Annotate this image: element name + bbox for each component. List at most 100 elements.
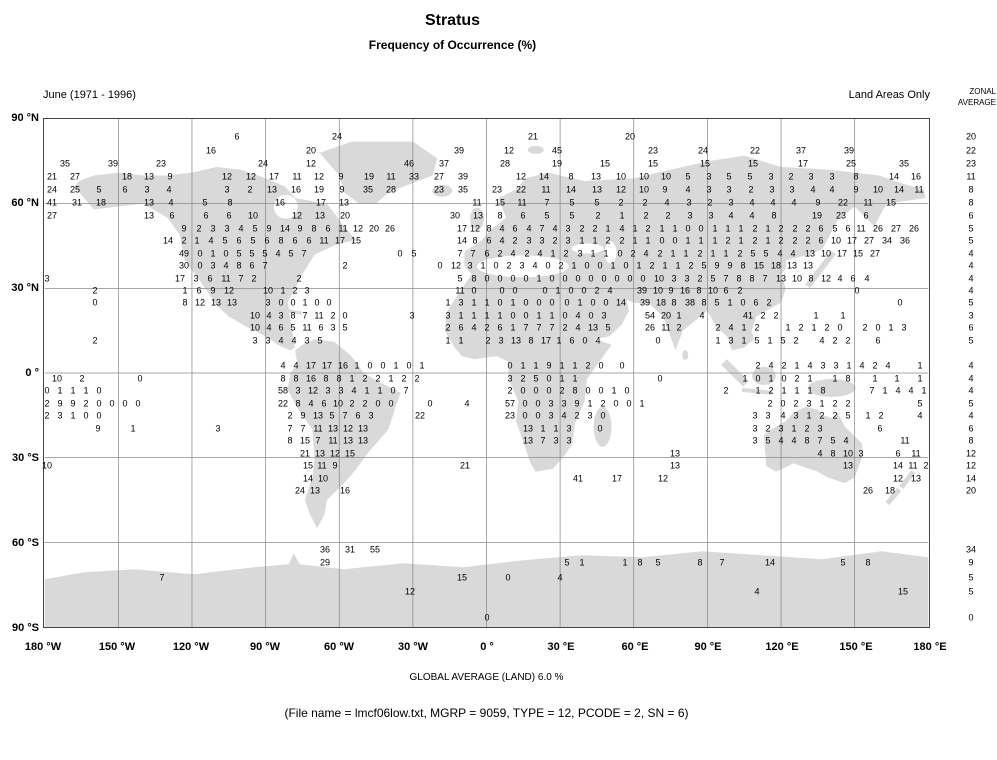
grid-value: 5	[685, 171, 691, 182]
grid-value: 3	[686, 197, 692, 208]
grid-value: 4	[166, 184, 172, 195]
grid-value: 4	[510, 248, 516, 259]
grid-value: 1	[712, 235, 718, 246]
grid-value: 7	[719, 557, 725, 568]
grid-value: 0	[597, 423, 603, 434]
grid-value: 11	[856, 223, 866, 234]
grid-value: 5	[780, 335, 786, 346]
grid-value: 2	[872, 360, 878, 371]
grid-value: 1	[572, 373, 578, 384]
grid-value: 23	[835, 210, 847, 221]
grid-value: 1	[130, 423, 136, 434]
grid-value: 49	[178, 248, 190, 259]
grid-value: 17	[315, 197, 327, 208]
grid-value: 8	[311, 223, 317, 234]
grid-value: 0	[493, 260, 499, 271]
zonal-average-value: 8	[968, 197, 974, 208]
area-note-label: Land Areas Only	[848, 89, 930, 101]
grid-value: 3	[817, 423, 823, 434]
zonal-average-value: 23	[965, 158, 976, 169]
grid-value: 11	[914, 184, 924, 195]
grid-value: 4	[280, 360, 286, 371]
grid-value: 1	[579, 557, 585, 568]
grid-value: 2	[723, 385, 729, 396]
grid-value: 2	[375, 373, 381, 384]
grid-value: 6	[845, 223, 851, 234]
grid-value: 0	[603, 297, 609, 308]
grid-value: 5	[290, 322, 296, 333]
grid-value: 6	[169, 210, 175, 221]
grid-value: 4	[308, 398, 314, 409]
grid-value: 31	[71, 197, 83, 208]
grid-value: 3	[265, 335, 271, 346]
grid-value: 1	[882, 385, 888, 396]
grid-value: 2	[649, 260, 655, 271]
iceland	[432, 184, 453, 197]
borneo	[751, 367, 776, 385]
grid-value: 0	[659, 235, 665, 246]
grid-value: 16	[290, 184, 302, 195]
grid-value: 2	[552, 235, 558, 246]
grid-value: 1	[484, 310, 490, 321]
grid-value: 24	[294, 485, 306, 496]
grid-value: 7	[238, 273, 244, 284]
grid-value: 1	[619, 210, 625, 221]
grid-value: 4	[168, 197, 174, 208]
grid-value: 3	[215, 423, 221, 434]
grid-value: 0	[590, 297, 596, 308]
grid-value: 2	[619, 235, 625, 246]
grid-value: 13	[309, 485, 321, 496]
grid-value: 9	[95, 423, 101, 434]
grid-value: 0	[390, 385, 396, 396]
grid-value: 5	[701, 260, 707, 271]
grid-value: 2	[592, 223, 598, 234]
x-tick-label: 60 °W	[323, 641, 355, 653]
grid-value: 11	[319, 235, 329, 246]
grid-value: 2	[824, 322, 830, 333]
grid-value: 7	[301, 248, 307, 259]
grid-value: 2	[349, 398, 355, 409]
grid-value: 3	[728, 335, 734, 346]
grid-value: 0	[388, 398, 394, 409]
grid-value: 11	[317, 460, 327, 471]
grid-value: 4	[537, 248, 543, 259]
grid-value: 12	[307, 385, 319, 396]
grid-value: 39	[457, 171, 469, 182]
grid-value: 9	[332, 460, 338, 471]
grid-value: 2	[832, 410, 838, 421]
grid-value: 17	[611, 473, 623, 484]
grid-value: 8	[865, 557, 871, 568]
grid-value: 14	[892, 460, 904, 471]
grid-value: 1	[622, 557, 628, 568]
grid-value: 12	[194, 297, 206, 308]
zonal-average-value: 4	[968, 273, 974, 284]
grid-value: 9	[574, 398, 580, 409]
grid-value: 2	[923, 460, 929, 471]
grid-value: 27	[863, 235, 875, 246]
grid-value: 2	[798, 322, 804, 333]
grid-value: 2	[845, 335, 851, 346]
grid-value: 10	[247, 210, 259, 221]
grid-value: 3	[548, 410, 554, 421]
grid-value: 1	[675, 260, 681, 271]
grid-value: 5	[564, 557, 570, 568]
grid-value: 11	[455, 285, 465, 296]
grid-value: 4	[557, 572, 563, 583]
grid-value: 11	[908, 460, 918, 471]
grid-value: 6	[875, 335, 881, 346]
page-subtitle: Frequency of Occurrence (%)	[368, 38, 537, 52]
grid-value: 5	[288, 248, 294, 259]
grid-value: 8	[749, 273, 755, 284]
grid-value: 15	[456, 572, 468, 583]
grid-value: 0	[640, 273, 646, 284]
grid-value: 17	[305, 360, 317, 371]
grid-value: 1	[785, 322, 791, 333]
grid-value: 41	[46, 197, 58, 208]
grid-value: 14	[764, 557, 776, 568]
grid-value: 3	[565, 235, 571, 246]
grid-value: 6	[306, 235, 312, 246]
grid-value: 7	[262, 260, 268, 271]
grid-value: 0	[624, 385, 630, 396]
grid-value: 15	[699, 158, 711, 169]
grid-value: 22	[277, 398, 289, 409]
